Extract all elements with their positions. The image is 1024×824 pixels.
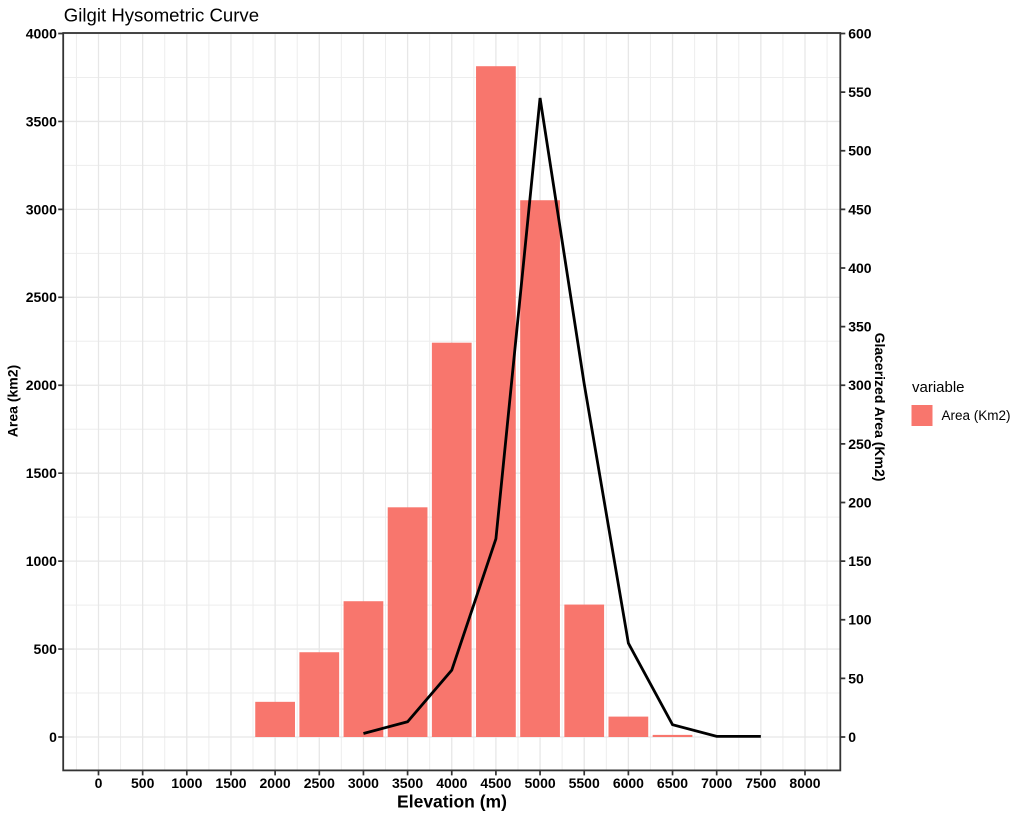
svg-text:Glacerized Area (Km2): Glacerized Area (Km2) [872,333,888,482]
svg-text:3000: 3000 [26,201,57,217]
svg-text:300: 300 [848,377,872,393]
svg-text:2500: 2500 [26,289,57,305]
svg-text:550: 550 [848,84,872,100]
svg-text:500: 500 [34,641,58,657]
svg-text:2000: 2000 [260,775,291,791]
svg-text:1500: 1500 [215,775,246,791]
svg-text:variable: variable [912,379,965,396]
svg-text:4000: 4000 [26,25,57,41]
svg-text:250: 250 [848,436,872,452]
svg-text:200: 200 [848,494,872,510]
svg-text:2500: 2500 [304,775,335,791]
svg-text:500: 500 [131,775,155,791]
svg-text:5500: 5500 [569,775,600,791]
svg-text:6000: 6000 [613,775,644,791]
svg-text:Area (Km2): Area (Km2) [942,408,1011,423]
svg-text:8000: 8000 [789,775,820,791]
svg-text:0: 0 [95,775,103,791]
svg-text:400: 400 [848,260,872,276]
svg-text:3000: 3000 [348,775,379,791]
svg-text:4000: 4000 [436,775,467,791]
svg-text:Elevation (m): Elevation (m) [397,791,507,811]
svg-text:Gilgit Hysometric Curve: Gilgit Hysometric Curve [64,4,259,25]
svg-text:7500: 7500 [745,775,776,791]
svg-text:4500: 4500 [480,775,511,791]
svg-text:500: 500 [848,143,872,159]
svg-text:7000: 7000 [701,775,732,791]
svg-text:450: 450 [848,201,872,217]
svg-text:1500: 1500 [26,465,57,481]
svg-text:6500: 6500 [657,775,688,791]
svg-text:3500: 3500 [392,775,423,791]
svg-text:2000: 2000 [26,377,57,393]
svg-text:3500: 3500 [26,113,57,129]
svg-text:Area (km2): Area (km2) [5,365,21,437]
svg-text:1000: 1000 [26,553,57,569]
svg-text:150: 150 [848,553,872,569]
svg-text:100: 100 [848,612,872,628]
svg-text:350: 350 [848,319,872,335]
svg-text:5000: 5000 [525,775,556,791]
svg-text:0: 0 [49,729,57,745]
svg-text:600: 600 [848,25,872,41]
svg-text:50: 50 [848,670,864,686]
svg-text:1000: 1000 [171,775,202,791]
svg-text:0: 0 [848,729,856,745]
